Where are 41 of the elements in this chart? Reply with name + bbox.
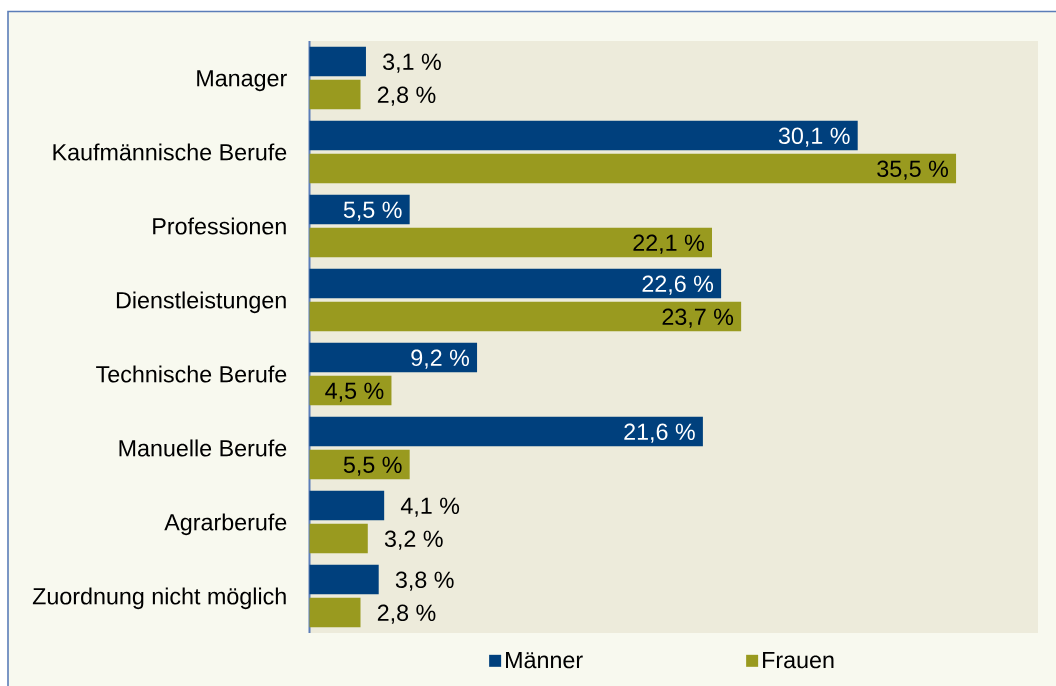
- data-label: 3,1 %: [383, 53, 441, 73]
- data-label: 21,6 %: [624, 423, 695, 443]
- bar: [309, 416, 703, 447]
- y-tick-label: Kaufmännische Berufe: [53, 143, 287, 161]
- bar: [309, 227, 712, 258]
- bar: [309, 342, 478, 373]
- data-label: 30,1 %: [778, 127, 850, 147]
- y-tick-label: Manuelle Berufe: [119, 439, 287, 457]
- bar: [309, 301, 742, 332]
- legend-label: Männer: [506, 652, 583, 669]
- y-tick-label: Zuordnung nicht möglich: [32, 587, 286, 610]
- data-label: 35,5 %: [877, 160, 948, 180]
- bar: [309, 268, 722, 299]
- data-label: 9,2 %: [411, 349, 470, 369]
- y-tick-label: Manager: [197, 70, 287, 92]
- bar: [309, 46, 366, 77]
- bar: [309, 564, 379, 595]
- data-label: 3,8 %: [395, 571, 454, 591]
- bar: [309, 597, 361, 628]
- bar: [309, 449, 410, 480]
- data-label: 22,1 %: [633, 234, 704, 254]
- data-label: 5,5 %: [343, 456, 402, 476]
- data-label: 4,1 %: [400, 497, 460, 517]
- data-label: 2,8 %: [377, 86, 436, 106]
- bar: [309, 153, 957, 184]
- legend-label: Frauen: [763, 652, 834, 669]
- data-label: 23,7 %: [662, 308, 734, 328]
- y-tick-label: Dienstleistungen: [116, 291, 286, 314]
- bar: [309, 490, 385, 521]
- data-label: 22,6 %: [642, 275, 714, 295]
- data-label: 3,2 %: [384, 530, 443, 550]
- y-tick-label: Technische Berufe: [96, 365, 287, 383]
- bar: [309, 120, 858, 151]
- data-label: 5,5 %: [343, 201, 402, 221]
- data-label: 4,5 %: [325, 382, 384, 402]
- bar: [309, 523, 368, 554]
- data-label: 2,8 %: [377, 604, 436, 624]
- bar: [309, 79, 361, 110]
- y-tick-label: Professionen: [153, 217, 286, 235]
- y-tick-label: Agrarberufe: [164, 513, 287, 536]
- bar: [309, 194, 410, 225]
